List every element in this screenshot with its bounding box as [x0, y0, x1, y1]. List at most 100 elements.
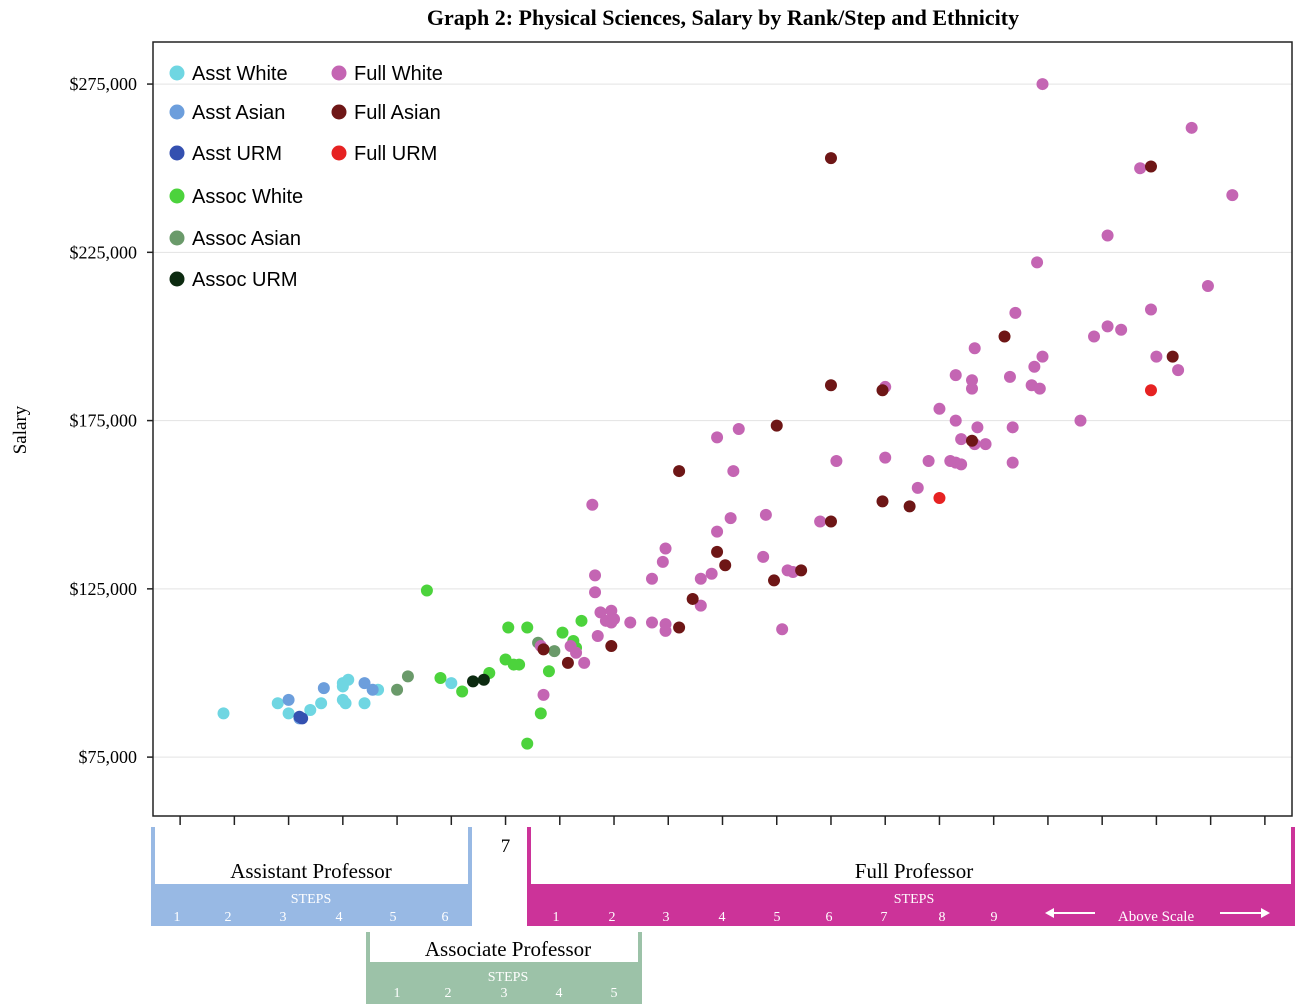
data-point [342, 673, 355, 686]
data-point [358, 677, 371, 690]
data-point [824, 379, 837, 392]
legend-marker [331, 145, 347, 161]
data-point [903, 500, 916, 513]
data-point [1185, 121, 1198, 134]
legend-marker [331, 65, 347, 81]
data-point [1031, 256, 1044, 269]
chart-title: Graph 2: Physical Sciences, Salary by Ra… [427, 5, 1019, 30]
steps-label: STEPS [488, 970, 528, 985]
data-point [955, 458, 968, 471]
data-point [1201, 279, 1214, 292]
data-point [732, 423, 745, 435]
data-point [434, 672, 447, 685]
legend-label: Full URM [354, 143, 437, 165]
data-point [586, 498, 599, 511]
data-point [673, 621, 686, 634]
data-point [1172, 364, 1185, 377]
data-point [358, 697, 371, 710]
steps-label: STEPS [291, 892, 331, 907]
step-number: 7 [881, 910, 888, 925]
data-point [589, 569, 602, 582]
legend-label: Asst Asian [192, 102, 285, 124]
data-points [217, 78, 1239, 750]
data-point [591, 629, 604, 642]
data-point [1003, 370, 1016, 383]
above-scale-label: Above Scale [1118, 909, 1195, 925]
step-number: 9 [991, 910, 998, 925]
rank-band-inner [370, 932, 638, 962]
legend-label: Asst White [192, 63, 288, 85]
data-point [608, 613, 621, 626]
data-point [876, 495, 889, 508]
data-point [589, 586, 602, 599]
data-point [814, 515, 827, 528]
data-point [768, 574, 781, 587]
legend-marker [169, 188, 185, 204]
rank-label: Associate Professor [425, 937, 591, 961]
rank-band-inner [531, 827, 1291, 884]
data-point [965, 434, 978, 447]
data-point [949, 414, 962, 427]
data-point [711, 545, 724, 558]
step-number: 4 [719, 910, 726, 925]
legend-marker [331, 104, 347, 120]
data-point [922, 454, 935, 467]
rank-label: Full Professor [855, 859, 973, 883]
y-tick-label: $275,000 [70, 74, 138, 94]
data-point [1101, 229, 1114, 242]
step-number: 8 [939, 910, 946, 925]
legend-marker [169, 104, 185, 120]
step-number: 5 [390, 910, 397, 925]
data-point [534, 707, 547, 720]
data-point [933, 491, 946, 504]
data-point [1028, 360, 1041, 373]
legend-label: Full Asian [354, 102, 441, 124]
legend-label: Assoc Asian [192, 228, 301, 250]
data-point [401, 670, 414, 683]
data-point [824, 152, 837, 165]
step-number: 1 [553, 910, 560, 925]
legend-marker [169, 271, 185, 287]
data-point [1088, 330, 1101, 343]
data-point [645, 616, 658, 629]
data-point [1101, 320, 1114, 333]
data-point [955, 433, 968, 446]
data-point [521, 621, 534, 634]
arrow-right-icon [1261, 908, 1270, 918]
data-point [467, 675, 480, 688]
data-point [1144, 160, 1157, 173]
data-point [271, 697, 284, 710]
data-point [1144, 384, 1157, 397]
rank-bands: Assistant Professor STEPS 1 2 3 4 5 6 Full Profe… [151, 827, 1295, 1004]
data-point [694, 599, 707, 612]
y-tick-label: $125,000 [70, 579, 138, 599]
data-point [686, 592, 699, 605]
data-point [770, 419, 783, 432]
data-point [727, 465, 740, 478]
y-axis-label: Salary [10, 405, 31, 454]
data-point [391, 683, 404, 696]
data-point [673, 465, 686, 478]
step-number: 5 [611, 986, 618, 1001]
data-point [556, 626, 569, 639]
step-number: 1 [174, 910, 181, 925]
data-point [521, 737, 534, 750]
legend-marker [169, 230, 185, 246]
data-point [1144, 303, 1157, 316]
data-point [1166, 350, 1179, 363]
data-point [979, 438, 992, 451]
data-point [502, 621, 515, 634]
data-point [795, 564, 808, 577]
data-point [645, 572, 658, 585]
data-point [694, 572, 707, 585]
data-point [296, 712, 309, 725]
data-point [570, 646, 583, 659]
data-point [339, 697, 352, 710]
data-point [719, 559, 732, 572]
data-point [879, 451, 892, 464]
data-point [656, 555, 669, 568]
data-point [724, 512, 737, 525]
y-tick-label: $175,000 [70, 411, 138, 431]
step-number: 4 [556, 986, 563, 1001]
legend-label: Assoc URM [192, 269, 298, 291]
